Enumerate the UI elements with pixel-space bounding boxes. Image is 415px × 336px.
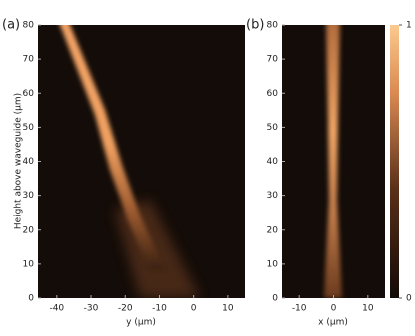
panel-label: (a) [2,18,20,33]
x-tick-label: -10 [152,304,167,314]
x-tick-label: -20 [118,304,133,314]
x-tick-label: -30 [84,304,99,314]
y-tick-label: 40 [267,157,279,167]
x-axis-label: y (μm) [126,318,156,328]
x-axis-label: x (μm) [318,318,348,328]
colorbar [390,25,399,298]
y-tick-label: 50 [267,123,279,133]
y-tick-label: 70 [23,55,35,65]
y-tick-label: 30 [23,191,35,201]
y-tick-label: 70 [267,55,279,65]
y-tick-label: 10 [23,259,35,269]
y-tick-label: 30 [267,191,279,201]
y-tick-label: 0 [28,294,34,304]
y-axis-label: Height above waveguide (μm) [14,93,24,229]
y-tick-label: 40 [23,157,35,167]
y-tick-label: 20 [23,225,35,235]
y-tick-label: 0 [272,294,278,304]
x-tick-label: -40 [49,304,64,314]
x-tick-label: 0 [331,304,337,314]
y-tick-label: 50 [23,123,35,133]
y-tick-label: 80 [23,21,35,31]
x-tick-label: 0 [191,304,197,314]
x-tick-label: 10 [222,304,234,314]
y-tick-label: 20 [267,225,279,235]
colorbar-tick-label: 0 [406,294,412,304]
y-tick-label: 10 [267,259,279,269]
y-tick-label: 80 [267,21,279,31]
y-tick-label: 60 [267,89,279,99]
beam [324,25,342,298]
x-tick-label: 10 [362,304,374,314]
x-tick-label: -10 [292,304,307,314]
beam [59,25,200,298]
panel-label: (b) [246,18,264,33]
y-tick-label: 60 [23,89,35,99]
colorbar-tick-label: 1 [406,21,412,31]
